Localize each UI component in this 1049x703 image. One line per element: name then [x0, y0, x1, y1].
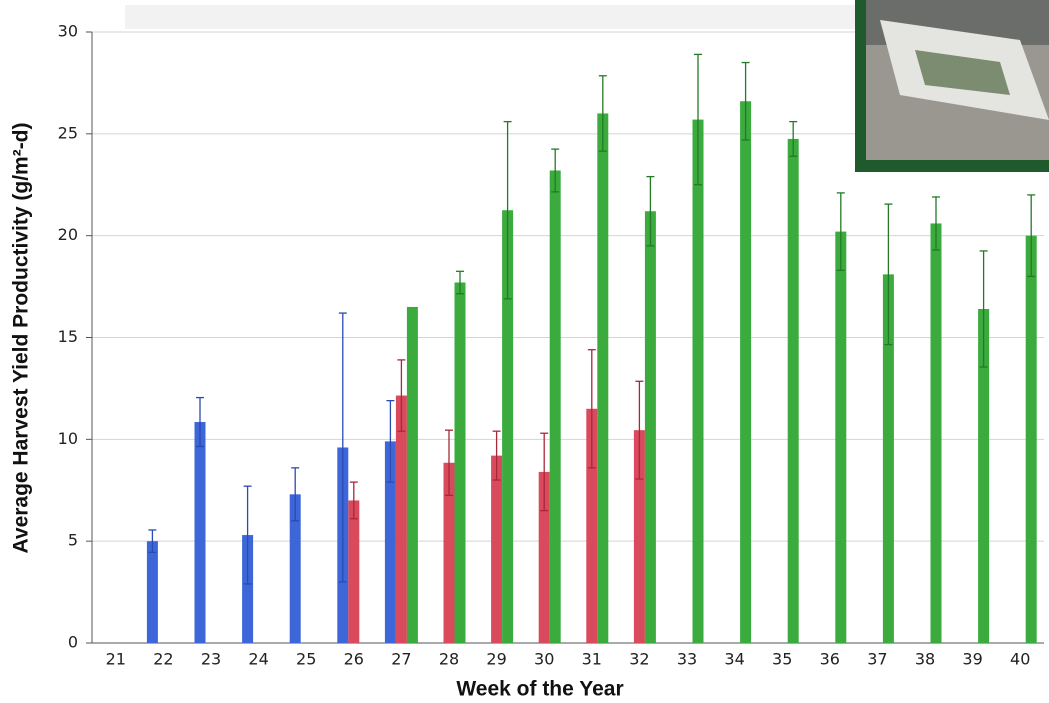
bar [586, 408, 598, 643]
error-bar [789, 120, 798, 157]
x-tick-label: 26 [344, 650, 364, 669]
bar [644, 211, 656, 643]
bar [443, 462, 455, 643]
y-tick-label: 15 [58, 327, 78, 346]
error-bar [445, 429, 453, 496]
error-bar [932, 196, 940, 251]
bar [978, 308, 990, 643]
bar [454, 282, 466, 643]
x-tick-label: 39 [962, 650, 982, 669]
error-bar [694, 53, 702, 186]
x-tick-label: 27 [391, 650, 411, 669]
x-tick-label: 38 [915, 650, 935, 669]
x-tick-label: 23 [201, 650, 221, 669]
x-tick-label: 25 [296, 650, 316, 669]
y-tick-label: 25 [58, 123, 78, 142]
x-tick-label: 36 [820, 650, 840, 669]
error-bar [243, 485, 252, 585]
bar [289, 494, 301, 643]
y-tick-label: 30 [58, 22, 78, 41]
error-bar [741, 61, 750, 141]
error-bar [884, 203, 893, 346]
error-bar [397, 359, 406, 432]
bar [406, 306, 418, 643]
y-tick-label: 5 [68, 531, 78, 550]
bar [835, 231, 847, 644]
error-bar [598, 75, 607, 152]
bar [692, 119, 704, 644]
x-tick-label: 35 [772, 650, 792, 669]
x-tick-label: 34 [724, 650, 744, 669]
y-tick-label: 0 [68, 633, 78, 652]
error-bar [291, 467, 300, 522]
y-axis-title: Average Harvest Yield Productivity (g/m²… [10, 122, 33, 553]
bar [348, 500, 360, 643]
error-bar [456, 270, 464, 295]
bar [740, 101, 752, 644]
y-tick-label: 20 [58, 225, 78, 244]
bar [787, 138, 799, 644]
x-tick-label: 29 [486, 650, 506, 669]
bar [502, 210, 514, 644]
photo-inset [855, 0, 1049, 172]
x-tick-label: 21 [106, 650, 126, 669]
bar [882, 274, 894, 643]
bar [597, 113, 609, 643]
error-bar [587, 349, 596, 469]
bar [491, 455, 503, 643]
bar [633, 430, 645, 643]
error-bar [349, 481, 358, 520]
x-tick-label: 33 [677, 650, 697, 669]
error-bar [551, 148, 560, 193]
bar [1025, 235, 1037, 643]
x-tick-label: 28 [439, 650, 459, 669]
error-bar [979, 250, 988, 368]
x-tick-label: 40 [1010, 650, 1030, 669]
bar [395, 395, 407, 643]
error-bar [836, 192, 845, 271]
x-tick-label: 22 [153, 650, 173, 669]
bar [930, 223, 942, 644]
x-tick-label: 32 [629, 650, 649, 669]
bar [146, 541, 158, 643]
error-bar [540, 432, 549, 512]
error-bar [148, 529, 157, 554]
x-tick-label: 24 [248, 650, 268, 669]
bar [194, 422, 206, 643]
error-bar [503, 120, 512, 300]
error-bar [1027, 194, 1036, 278]
header-strip [125, 5, 855, 29]
bar [538, 471, 550, 643]
x-axis-title: Week of the Year [456, 678, 623, 701]
bar [384, 441, 396, 643]
error-bar [635, 380, 644, 480]
x-tick-label: 31 [582, 650, 602, 669]
error-bar [386, 399, 395, 483]
x-tick-label: 37 [867, 650, 887, 669]
error-bar [196, 396, 204, 448]
y-tick-label: 10 [58, 429, 78, 448]
error-bar [646, 175, 655, 247]
x-tick-label: 30 [534, 650, 554, 669]
error-bar [338, 312, 347, 583]
error-bar [492, 430, 501, 481]
bar [242, 535, 254, 643]
bar [549, 170, 561, 643]
